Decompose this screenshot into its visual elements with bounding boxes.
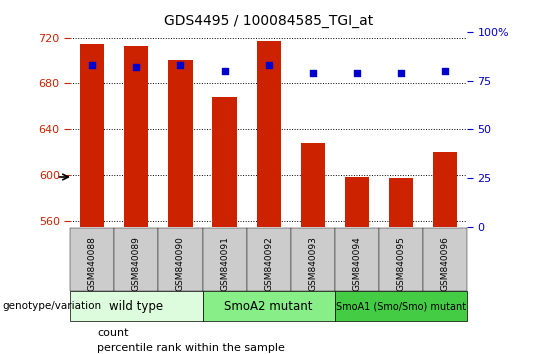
Text: percentile rank within the sample: percentile rank within the sample xyxy=(97,343,285,353)
Point xyxy=(265,62,273,68)
FancyBboxPatch shape xyxy=(202,228,247,291)
Text: SmoA1 (Smo/Smo) mutant: SmoA1 (Smo/Smo) mutant xyxy=(336,301,466,311)
Bar xyxy=(389,178,413,227)
Bar xyxy=(256,41,281,227)
Text: wild type: wild type xyxy=(109,300,164,313)
Text: GSM840096: GSM840096 xyxy=(441,236,449,291)
Bar xyxy=(212,97,237,227)
Text: GSM840093: GSM840093 xyxy=(308,236,318,291)
Text: count: count xyxy=(97,329,129,338)
Text: genotype/variation: genotype/variation xyxy=(3,301,102,311)
Point xyxy=(220,68,229,74)
Bar xyxy=(345,177,369,227)
FancyBboxPatch shape xyxy=(247,228,291,291)
Text: GSM840095: GSM840095 xyxy=(396,236,406,291)
Point xyxy=(88,62,97,68)
Point xyxy=(132,64,141,70)
FancyBboxPatch shape xyxy=(379,228,423,291)
FancyBboxPatch shape xyxy=(202,291,335,321)
Point xyxy=(353,70,361,76)
FancyBboxPatch shape xyxy=(70,228,114,291)
Bar xyxy=(80,45,104,227)
Text: GSM840092: GSM840092 xyxy=(264,236,273,291)
FancyBboxPatch shape xyxy=(70,291,202,321)
Text: GSM840094: GSM840094 xyxy=(353,236,361,291)
Point xyxy=(397,70,406,76)
FancyBboxPatch shape xyxy=(114,228,158,291)
Text: GSM840090: GSM840090 xyxy=(176,236,185,291)
Bar xyxy=(433,152,457,227)
Text: GSM840088: GSM840088 xyxy=(87,236,97,291)
FancyBboxPatch shape xyxy=(423,228,467,291)
FancyBboxPatch shape xyxy=(335,228,379,291)
Point xyxy=(308,70,317,76)
Bar xyxy=(301,143,325,227)
Title: GDS4495 / 100084585_TGI_at: GDS4495 / 100084585_TGI_at xyxy=(164,14,373,28)
FancyBboxPatch shape xyxy=(291,228,335,291)
Point xyxy=(176,62,185,68)
Point xyxy=(441,68,449,74)
Bar xyxy=(168,61,193,227)
Text: SmoA2 mutant: SmoA2 mutant xyxy=(225,300,313,313)
Text: GSM840091: GSM840091 xyxy=(220,236,229,291)
FancyBboxPatch shape xyxy=(335,291,467,321)
FancyBboxPatch shape xyxy=(158,228,202,291)
Bar xyxy=(124,46,148,227)
Text: GSM840089: GSM840089 xyxy=(132,236,141,291)
